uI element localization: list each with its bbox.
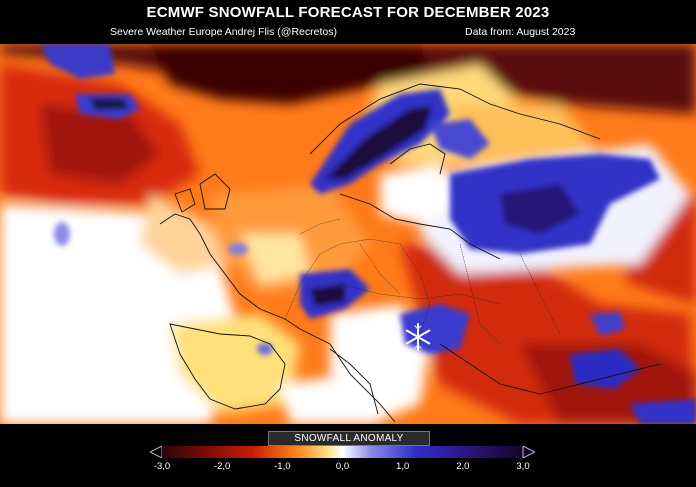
legend-tick-label: 0,0: [335, 461, 350, 472]
anomaly-map-svg: [0, 44, 696, 424]
legend-tick-label: -2,0: [213, 461, 231, 472]
legend-tick-label: 2,0: [456, 461, 470, 472]
legend-arrow-left: [150, 446, 163, 458]
legend-tick-label: -1,0: [274, 461, 291, 472]
snowflake-icon: [405, 323, 431, 351]
legend-arrow-right: [522, 446, 535, 458]
legend-tick-label: -3,0: [153, 461, 171, 472]
legend-tick-label: 1,0: [396, 461, 410, 472]
anomaly-map: [0, 44, 696, 424]
snowfall-positive-areas: [40, 44, 696, 424]
coastlines: [159, 83, 661, 423]
page-title: ECMWF SNOWFALL FORECAST FOR DECEMBER 202…: [146, 4, 550, 21]
borders: [284, 218, 561, 345]
legend-gradient: [162, 446, 523, 458]
legend-tick-label: 3,0: [516, 461, 530, 472]
data-date: Data from: August 2023: [465, 26, 576, 38]
source-credit: Severe Weather Europe Andrej Flis (@Recr…: [110, 26, 337, 38]
legend-title: SNOWFALL ANOMALY: [268, 431, 430, 446]
legend-colorbar: [150, 446, 535, 458]
